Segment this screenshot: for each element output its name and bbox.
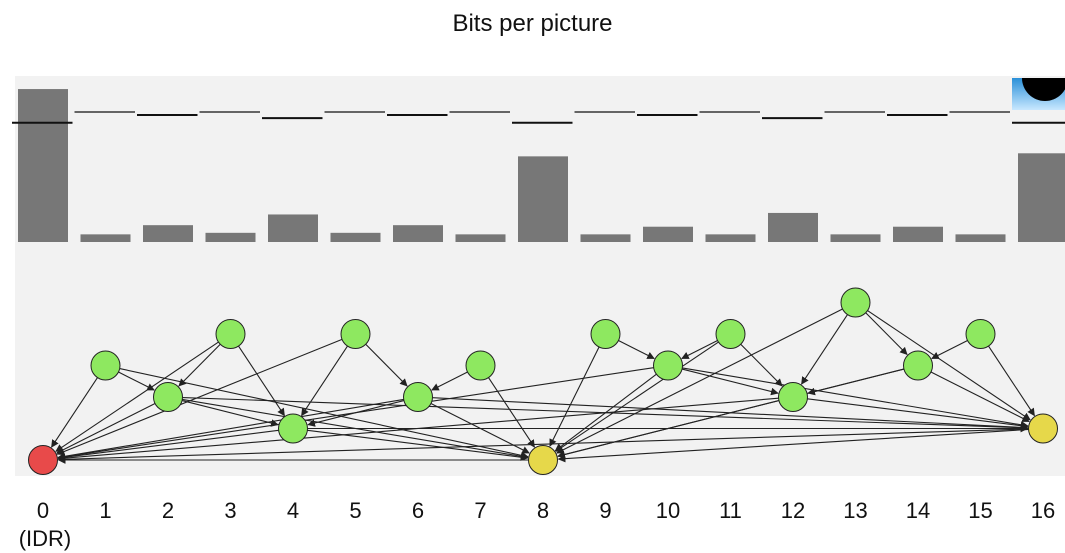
frame-node-5 [340,319,371,349]
frame-node-14 [903,350,933,381]
bar-1 [80,234,131,242]
x-tick-label: 8 [537,498,549,523]
x-tick-label: 16 [1031,498,1055,523]
edge-11-to-10 [681,340,718,360]
bar-5 [330,232,381,242]
edge-13-to-8 [556,308,843,454]
edge-5-to-4 [301,345,348,417]
bar-12 [768,212,818,242]
bar-15 [955,234,1006,242]
bar-9 [580,234,631,242]
frame-node-0 [28,445,58,475]
plot-panel [15,76,1065,476]
edge-4-to-0 [57,429,279,462]
x-tick-label: 1 [99,498,111,523]
x-tick-label: 12 [781,498,805,523]
edge-9-to-10 [618,340,655,360]
frame-node-10 [653,350,683,381]
x-tick-label: 10 [656,498,680,523]
edge-2-to-4 [181,400,279,427]
edge-9-to-8 [549,346,600,447]
bar-3 [205,232,256,242]
edge-3-to-0 [55,341,219,452]
bar-11 [705,234,756,242]
x-tick-label: 0 [37,498,49,523]
bar-0 [18,89,68,242]
bar-8 [518,156,568,242]
edge-10-to-12 [681,368,779,396]
edge-6-to-8 [430,403,530,454]
x-tick-label: 14 [906,498,930,523]
chart-title: Bits per picture [452,10,613,37]
edge-3-to-4 [238,345,285,417]
edge-1-to-0 [51,377,98,448]
edge-7-to-6 [431,371,468,391]
edge-11-to-12 [740,343,783,387]
x-tick-label: 15 [968,498,992,523]
bar-6 [393,225,443,242]
edge-2-to-0 [56,403,156,454]
x-tick-label: 6 [412,498,424,523]
edge-16-to-8 [557,428,1029,463]
edge-10-to-0 [57,367,654,461]
edge-14-to-16 [930,371,1030,423]
edge-12-to-16 [807,398,1029,430]
x-tick-label: 7 [474,498,486,523]
bar-14 [893,226,943,242]
x-tick-label: 5 [349,498,361,523]
edge-10-to-16 [682,367,1029,429]
frame-node-15 [965,319,996,349]
frame-node-7 [465,350,496,381]
frame-node-13 [840,287,871,318]
edge-11-to-8 [555,341,719,452]
frame-node-4 [278,413,308,444]
frame-node-6 [403,382,433,412]
buffer-overflow-cap [1022,78,1065,101]
edge-13-to-14 [865,312,908,356]
edge-13-to-16 [867,310,1031,421]
frame-node-11 [715,319,746,349]
x-tick-label: 3 [224,498,236,523]
edge-15-to-16 [988,345,1035,417]
bar-4 [268,214,318,242]
bar-2 [143,225,193,242]
edge-5-to-0 [56,338,343,456]
edge-5-to-6 [365,343,408,387]
edge-6-to-0 [57,398,404,461]
x-tick-sublabel-idr: (IDR) [19,526,72,551]
frame-node-12 [778,382,808,412]
frame-node-1 [90,350,121,381]
bar-16 [1018,153,1065,242]
frame-node-2 [153,382,183,412]
x-tick-label: 9 [599,498,611,523]
bar-10 [643,226,693,242]
x-tick-label: 13 [843,498,867,523]
frame-node-16 [1028,413,1058,444]
x-tick-label: 11 [719,498,742,523]
edge-14-to-8 [557,368,905,459]
bar-13 [830,234,881,242]
edge-3-to-2 [178,343,221,387]
edge-12-to-0 [57,397,779,462]
edge-16-to-0 [57,428,1029,464]
edge-13-to-12 [801,314,848,385]
edge-7-to-8 [488,377,535,448]
x-tick-label: 2 [162,498,174,523]
edge-1-to-2 [118,371,155,391]
frame-node-3 [215,319,246,349]
frame-node-8 [528,445,558,475]
edge-15-to-14 [931,340,968,360]
bar-7 [455,234,506,242]
frame-node-9 [590,319,621,349]
x-tick-label: 4 [287,498,299,523]
